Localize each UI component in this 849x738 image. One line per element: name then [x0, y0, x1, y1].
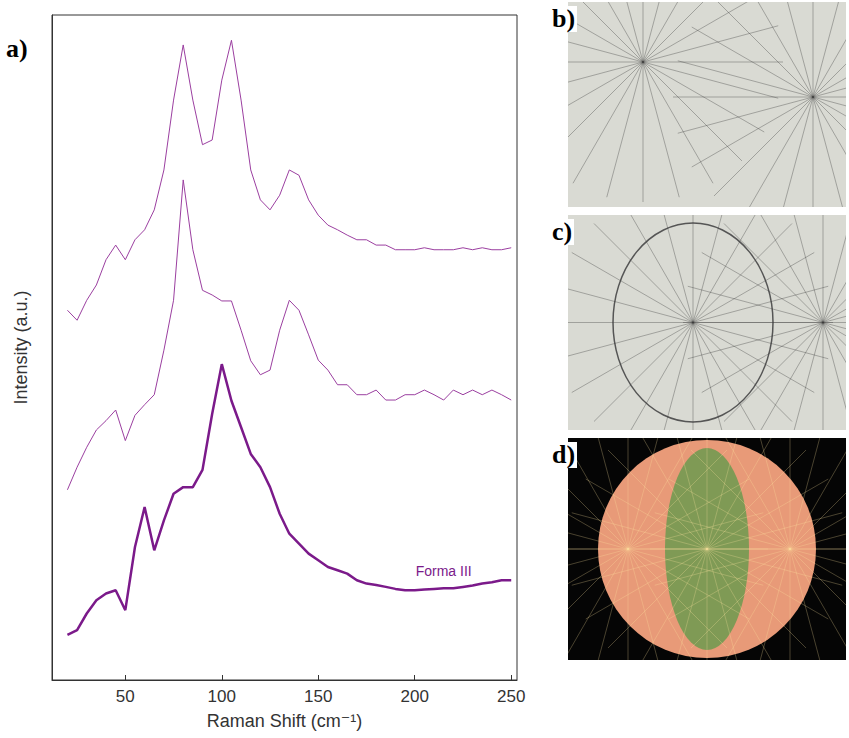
html-text:b): b) — [552, 4, 576, 33]
svg-text:100: 100 — [208, 687, 236, 706]
svg-text:150: 150 — [304, 687, 332, 706]
svg-text:Raman Shift (cm⁻¹): Raman Shift (cm⁻¹) — [207, 711, 363, 731]
svg-text:Intensity (a.u.): Intensity (a.u.) — [11, 290, 31, 404]
svg-text:50: 50 — [116, 687, 135, 706]
svg-text:Forma III: Forma III — [416, 563, 472, 579]
html-text:a): a) — [6, 34, 28, 63]
html-text:d): d) — [552, 440, 576, 469]
svg-text:200: 200 — [401, 687, 429, 706]
svg-text:250: 250 — [497, 687, 525, 706]
html-text:c): c) — [552, 217, 573, 246]
